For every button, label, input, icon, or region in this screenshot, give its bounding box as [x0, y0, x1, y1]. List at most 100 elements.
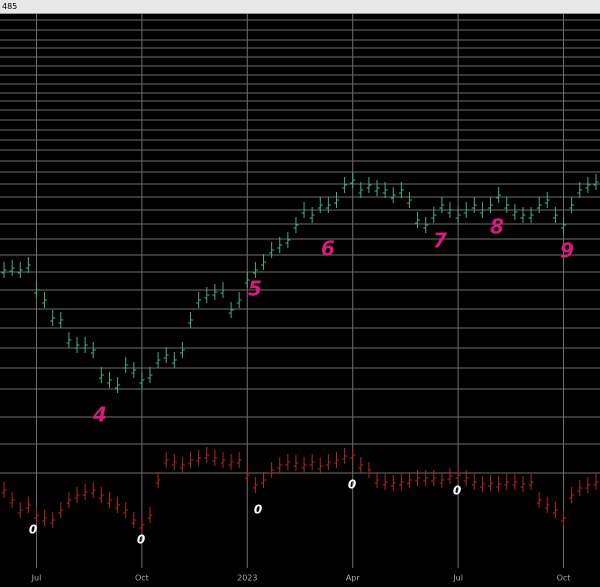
price-bar: [82, 337, 88, 353]
price-bar: [66, 332, 72, 348]
price-bar: [220, 282, 226, 298]
price-bar: [390, 475, 396, 491]
price-bar: [163, 347, 169, 363]
price-bar: [301, 202, 307, 218]
price-bar: [17, 502, 23, 518]
annotation: 0: [348, 478, 356, 492]
price-bar: [252, 262, 258, 278]
x-tick-label: Oct: [557, 574, 571, 583]
price-bar: [25, 257, 31, 273]
annotation: 5: [248, 277, 262, 301]
price-bar: [33, 507, 39, 523]
price-bar: [58, 502, 64, 518]
annotation: 0: [29, 523, 37, 537]
price-bar: [366, 462, 372, 478]
price-bar: [212, 450, 218, 466]
chart: Jul Oct 2023 Apr Jul Oct 4 5 6 7 8 9 0 0 0 0 0: [0, 14, 600, 583]
price-bar: [366, 177, 372, 193]
price-bar: [204, 287, 210, 303]
annotation: 0: [137, 533, 145, 547]
price-bar: [123, 357, 129, 373]
price-bar: [236, 452, 242, 468]
price-bar: [439, 472, 445, 488]
annotation: 7: [433, 229, 447, 253]
price-bar: [252, 477, 258, 493]
price-bar: [42, 292, 48, 308]
price-bar: [455, 467, 461, 483]
price-bar: [309, 454, 315, 470]
price-bar: [488, 475, 494, 491]
price-bar: [423, 470, 429, 486]
price-bar: [455, 207, 461, 223]
price-bar: [171, 454, 177, 470]
x-tick-label: Apr: [346, 574, 361, 583]
price-bar: [196, 292, 202, 308]
price-bar: [301, 457, 307, 473]
price-bar: [496, 476, 502, 492]
price-bar: [325, 454, 331, 470]
price-bar: [406, 472, 412, 488]
price-bar: [552, 502, 558, 518]
price-bar: [512, 204, 518, 220]
price-bar: [423, 217, 429, 233]
price-bar: [42, 510, 48, 526]
price-bar: [228, 302, 234, 318]
price-bar: [569, 487, 575, 503]
annotation: 8: [490, 215, 504, 239]
price-bar: [350, 172, 356, 188]
price-bar: [90, 342, 96, 358]
price-bar: [74, 487, 80, 503]
price-bar: [131, 362, 137, 378]
price-bar: [50, 512, 56, 528]
price-bar: [593, 174, 599, 190]
price-bar: [317, 458, 323, 474]
price-bar: [196, 450, 202, 466]
price-bar: [123, 502, 129, 518]
price-bar: [528, 474, 534, 490]
price-bar: [261, 254, 267, 270]
price-bar: [577, 480, 583, 496]
price-bar: [82, 484, 88, 500]
price-bar: [496, 187, 502, 203]
price-bar: [277, 237, 283, 253]
price-bar: [277, 457, 283, 473]
price-bar: [447, 468, 453, 484]
price-bar: [261, 472, 267, 488]
price-bar: [544, 192, 550, 208]
window-title: 485: [0, 0, 600, 14]
price-bar: [244, 467, 250, 483]
price-bar: [488, 197, 494, 213]
price-bar: [463, 202, 469, 218]
price-bar: [188, 452, 194, 468]
price-bar: [520, 207, 526, 223]
price-bar: [447, 202, 453, 218]
price-bar: [90, 482, 96, 498]
price-bar: [528, 207, 534, 223]
price-bar: [552, 207, 558, 223]
annotation: 0: [254, 503, 262, 517]
price-bar: [544, 497, 550, 513]
price-bar: [333, 452, 339, 468]
price-bar: [390, 187, 396, 203]
price-bar: [374, 180, 380, 196]
price-bar: [439, 197, 445, 213]
price-bar: [228, 454, 234, 470]
price-bar: [115, 377, 121, 393]
price-bar: [115, 497, 121, 513]
price-bar: [569, 197, 575, 213]
price-bar: [1, 482, 7, 498]
price-bar: [512, 474, 518, 490]
price-bar: [317, 197, 323, 213]
price-bar: [1, 262, 7, 278]
annotation: 4: [92, 403, 107, 427]
price-bar: [293, 217, 299, 233]
price-bar: [342, 177, 348, 193]
price-bar: [204, 447, 210, 463]
price-bar: [25, 497, 31, 513]
x-tick-label: Oct: [135, 574, 149, 583]
price-bar: [463, 470, 469, 486]
price-bar: [236, 292, 242, 308]
price-bar: [504, 197, 510, 213]
price-bar: [147, 507, 153, 523]
price-bar: [342, 448, 348, 464]
